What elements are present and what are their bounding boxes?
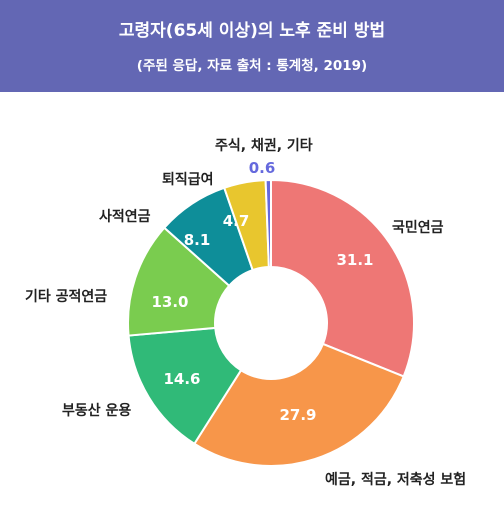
header-banner: [0, 0, 504, 92]
donut-slice: [264, 178, 272, 269]
page-title: 고령자(65세 이상)의 노후 준비 방법: [118, 21, 386, 41]
page-subtitle: (주된 응답, 자료 출처 : 통계청, 2019): [136, 58, 368, 74]
slice-category-label: 기타 공적연금: [25, 288, 107, 305]
slice-category-label: 퇴직급여: [162, 171, 214, 188]
slice-value-label: 8.1: [184, 231, 211, 249]
slice-value-label: 31.1: [336, 251, 373, 269]
slice-category-label: 사적연금: [99, 208, 151, 225]
slice-category-label: 부동산 운용: [62, 402, 131, 419]
slice-category-label: 예금, 적금, 저축성 보험: [325, 471, 466, 488]
donut-slice: [127, 326, 243, 446]
slice-value-label: 4.7: [223, 212, 250, 230]
slice-value-label: 13.0: [151, 293, 188, 311]
donut-slice: [192, 342, 405, 467]
slice-value-label: 27.9: [279, 406, 316, 424]
slice-category-label: 국민연금: [392, 219, 444, 236]
donut-slice: [270, 178, 415, 378]
slice-value-label: 14.6: [163, 370, 200, 388]
slice-category-label: 주식, 채권, 기타: [215, 138, 313, 154]
slice-value-label: 0.6: [249, 159, 276, 177]
